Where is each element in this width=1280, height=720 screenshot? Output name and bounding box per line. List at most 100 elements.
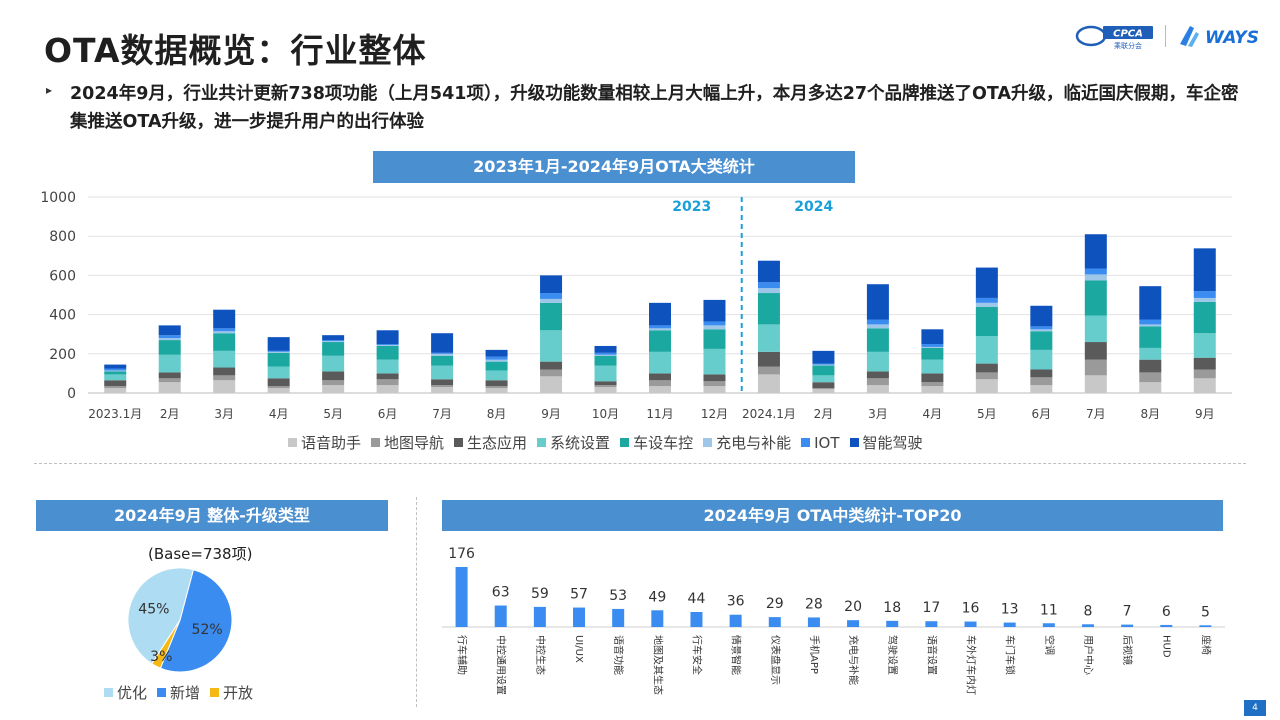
x-tick-label: 7月 [1086,407,1106,421]
bar-segment [158,335,181,339]
bar-segment [322,341,345,343]
cpca-logo-subtext: 乘联分会 [1114,41,1142,50]
legend-swatch [537,438,547,447]
legend-label: 充电与补能 [716,434,792,452]
x-tick-label: 语音设置 [925,635,938,675]
top20-chart-title: 2024年9月 OTA中类统计-TOP20 [442,500,1223,531]
bar-segment [757,260,780,283]
y-tick-label: 1000 [40,190,76,206]
bar-segment [104,380,127,387]
x-tick-label: 3月 [868,407,888,421]
legend-label: 车设车控 [633,434,694,452]
bar-segment [1139,359,1162,373]
x-tick-label: 中控生态 [534,635,547,675]
x-tick-label: 9月 [1195,407,1215,421]
legend-item: 地图导航 [371,432,444,453]
bar-segment [158,378,181,383]
bar-segment [812,363,835,365]
legend-label: 生态应用 [467,434,528,452]
bar-segment [594,352,617,355]
bar-segment [540,302,563,331]
bar-segment [431,333,454,353]
x-tick-label: 后视镜 [1121,635,1134,665]
bar-segment [158,338,181,341]
legend-label: 系统设置 [550,434,611,452]
bar-segment [1084,342,1107,360]
x-tick-label: 5月 [323,407,343,421]
bar-segment [213,331,236,334]
bar-segment [921,344,944,347]
bar [1003,622,1016,627]
bar-segment [213,375,236,381]
bar-segment [921,347,944,360]
monthly-chart-title: 2023年1月-2024年9月OTA大类统计 [373,151,855,183]
bar-value-label: 53 [609,588,627,604]
bar-segment [540,275,563,294]
bar-segment [431,353,454,356]
pie-slice [127,567,194,665]
bar-segment [1030,369,1053,378]
x-tick-label: 2024.1月 [742,407,796,421]
bar-segment [540,330,563,362]
bar [964,621,977,627]
bar-segment [921,373,944,383]
legend-item: 充电与补能 [703,432,791,453]
ways-logo: WAYS [1180,26,1259,48]
bar-segment [1084,268,1107,275]
bar [533,606,546,627]
bar-segment [594,387,617,393]
bar-segment [1030,305,1053,327]
x-tick-label: UI/UX [573,635,584,663]
bar-segment [757,324,780,352]
bar [768,617,781,627]
bar-segment [104,368,127,371]
bar-segment [812,375,835,383]
bar-segment [158,372,181,379]
bar-segment [376,373,399,380]
bar-value-label: 7 [1123,604,1132,620]
bar-segment [376,385,399,393]
bar-segment [812,389,835,393]
bar-segment [594,355,617,366]
bar-segment [866,319,889,325]
bar-segment [975,372,998,380]
legend-swatch [849,438,859,447]
bar-segment [812,350,835,364]
bar [690,612,703,627]
bar-segment [866,378,889,386]
bar-segment [812,365,835,376]
bar-segment [866,284,889,320]
bar-segment [1193,369,1216,379]
bar-segment [540,376,563,393]
bar-segment [104,388,127,393]
bar [847,620,860,627]
bar-segment [703,321,726,326]
bar-segment [1193,248,1216,292]
bar-segment [267,378,290,387]
bar-segment [921,329,944,344]
x-tick-label: 语音功能 [612,635,625,675]
bar-segment [757,282,780,289]
pie-data-label: 52% [192,622,223,638]
bar-segment [757,351,780,367]
bar-segment [485,359,508,362]
bar-segment [1139,286,1162,320]
cpca-logo: CPCA 乘联分会 [1075,25,1153,50]
x-tick-label: 2023.1月 [88,407,142,421]
bar-segment [158,340,181,355]
bar [1121,624,1134,627]
bar-segment [322,385,345,393]
bar-value-label: 49 [648,589,666,605]
legend-swatch [210,688,220,697]
bar-segment [812,388,835,390]
bar-value-label: 16 [962,601,980,617]
legend-swatch [157,688,167,697]
bar-value-label: 29 [766,596,784,612]
x-tick-label: 车门车锁 [1004,635,1017,675]
bar-segment [267,352,290,367]
bar-value-label: 8 [1084,603,1093,619]
bar-segment [1084,375,1107,393]
bar [1160,624,1173,627]
bar-segment [921,346,944,348]
bar-segment [376,344,399,345]
